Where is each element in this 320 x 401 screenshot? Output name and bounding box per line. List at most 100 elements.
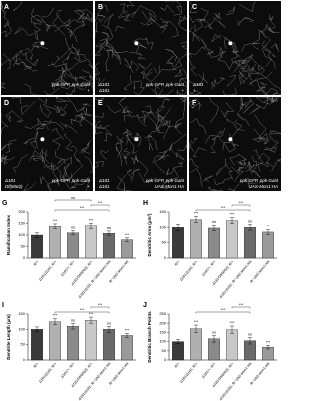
x-tick-label: R/+ bbox=[174, 362, 181, 369]
dendrite bbox=[76, 82, 94, 91]
dendrite bbox=[133, 38, 147, 53]
y-tick-label: 150 bbox=[18, 221, 25, 226]
dendrite bbox=[63, 165, 67, 182]
dendrite bbox=[103, 13, 114, 28]
dendrite bbox=[188, 140, 192, 152]
dendrite bbox=[164, 145, 173, 153]
dendrite bbox=[0, 156, 15, 163]
dendrite bbox=[0, 114, 9, 128]
dendrite bbox=[215, 163, 228, 176]
y-tick-label: 0 bbox=[23, 357, 26, 362]
dendrite bbox=[63, 156, 72, 165]
dendrite bbox=[5, 111, 12, 122]
micrograph bbox=[95, 97, 187, 191]
genotype-right: + bbox=[181, 88, 184, 93]
x-tick-label: R/ UAS-Mon1:HA bbox=[249, 259, 271, 284]
panel-letter: F bbox=[192, 100, 197, 107]
dendrite bbox=[243, 53, 254, 63]
dendrite bbox=[201, 39, 214, 55]
dendrite bbox=[152, 155, 166, 164]
dendrite bbox=[254, 114, 267, 139]
significance-label: *** bbox=[266, 340, 271, 344]
x-tick-label: Δ181/Δ181; R/+ bbox=[37, 362, 57, 385]
dendrite bbox=[77, 9, 85, 21]
dendrite bbox=[238, 67, 246, 84]
y-axis-label: Dendritic Area (μm²) bbox=[147, 213, 152, 257]
dendrite bbox=[270, 139, 279, 154]
dendrite bbox=[0, 82, 7, 89]
dendrite bbox=[62, 60, 78, 82]
dendrite bbox=[123, 11, 136, 22]
dendrite bbox=[226, 6, 235, 16]
dendrite bbox=[165, 48, 177, 62]
dendrite bbox=[255, 97, 269, 109]
genotype-right: + bbox=[87, 184, 90, 189]
dendrite bbox=[141, 110, 155, 124]
dendrite bbox=[63, 173, 76, 183]
dendrite bbox=[239, 1, 256, 12]
dendrite bbox=[223, 36, 231, 50]
dendrite bbox=[270, 96, 279, 102]
dendrite bbox=[39, 148, 48, 159]
dendrite bbox=[222, 87, 238, 96]
dendrite bbox=[236, 16, 255, 23]
y-tick-label: 150 bbox=[159, 209, 166, 214]
dendrite bbox=[270, 43, 280, 52]
dendrite bbox=[257, 152, 270, 166]
micrograph bbox=[1, 1, 93, 95]
dendrite bbox=[14, 26, 34, 36]
genotype-right: ppk-GFP, ppk-Gal4 bbox=[239, 178, 279, 183]
x-tick-label: R/+ bbox=[33, 362, 40, 369]
dendrite bbox=[13, 154, 28, 173]
dendrite bbox=[141, 10, 153, 26]
dendrite bbox=[222, 133, 231, 151]
dendrite bbox=[29, 140, 38, 150]
dendrite bbox=[55, 150, 63, 165]
significance-bracket bbox=[231, 204, 251, 207]
dendrite bbox=[0, 143, 13, 151]
dendrite bbox=[214, 177, 233, 185]
dendrite bbox=[171, 60, 182, 70]
dendrite bbox=[65, 37, 80, 55]
significance-label: *** bbox=[125, 328, 130, 332]
dendrite bbox=[230, 119, 242, 140]
significance-bracket bbox=[90, 204, 110, 207]
significance-label: *** bbox=[89, 218, 94, 222]
dendrite bbox=[188, 78, 204, 86]
dendrite bbox=[75, 50, 86, 60]
significance-label: ns bbox=[107, 226, 111, 230]
significance-label: ns bbox=[71, 319, 75, 323]
dendrite bbox=[30, 14, 46, 23]
bracket-label: *** bbox=[221, 308, 226, 312]
dendrite bbox=[64, 19, 85, 28]
bracket-label: *** bbox=[80, 206, 85, 210]
dendrite bbox=[177, 141, 188, 151]
significance-label: ns bbox=[212, 331, 216, 335]
error-bar bbox=[71, 323, 75, 330]
error-bar bbox=[107, 230, 111, 236]
bracket-label: *** bbox=[80, 308, 85, 312]
genotype-right: ppk-GFP, ppk-Gal4 bbox=[51, 178, 91, 183]
significance-label: *** bbox=[194, 212, 199, 216]
genotype-right: ppk-GFP, ppk-Gal4 bbox=[51, 82, 91, 87]
dendrite bbox=[94, 97, 105, 106]
dendrite bbox=[261, 44, 272, 67]
dendrite bbox=[231, 166, 245, 175]
dendrite bbox=[225, 158, 234, 180]
significance-bracket bbox=[54, 209, 110, 212]
dendrite bbox=[158, 97, 170, 107]
dendrite bbox=[226, 118, 245, 131]
error-bar bbox=[266, 345, 270, 350]
x-tick-label: R/+ bbox=[33, 260, 40, 267]
dendrite bbox=[160, 4, 175, 14]
bar bbox=[85, 225, 97, 259]
dendrite bbox=[13, 0, 23, 11]
dendrite bbox=[39, 176, 51, 187]
dendrite bbox=[211, 128, 226, 140]
dendrite bbox=[79, 117, 86, 126]
dendrite bbox=[183, 99, 186, 117]
y-tick-label: 0 bbox=[164, 255, 167, 260]
dendrite bbox=[204, 131, 224, 144]
dendrite bbox=[213, 188, 224, 192]
dendrite bbox=[220, 110, 228, 118]
